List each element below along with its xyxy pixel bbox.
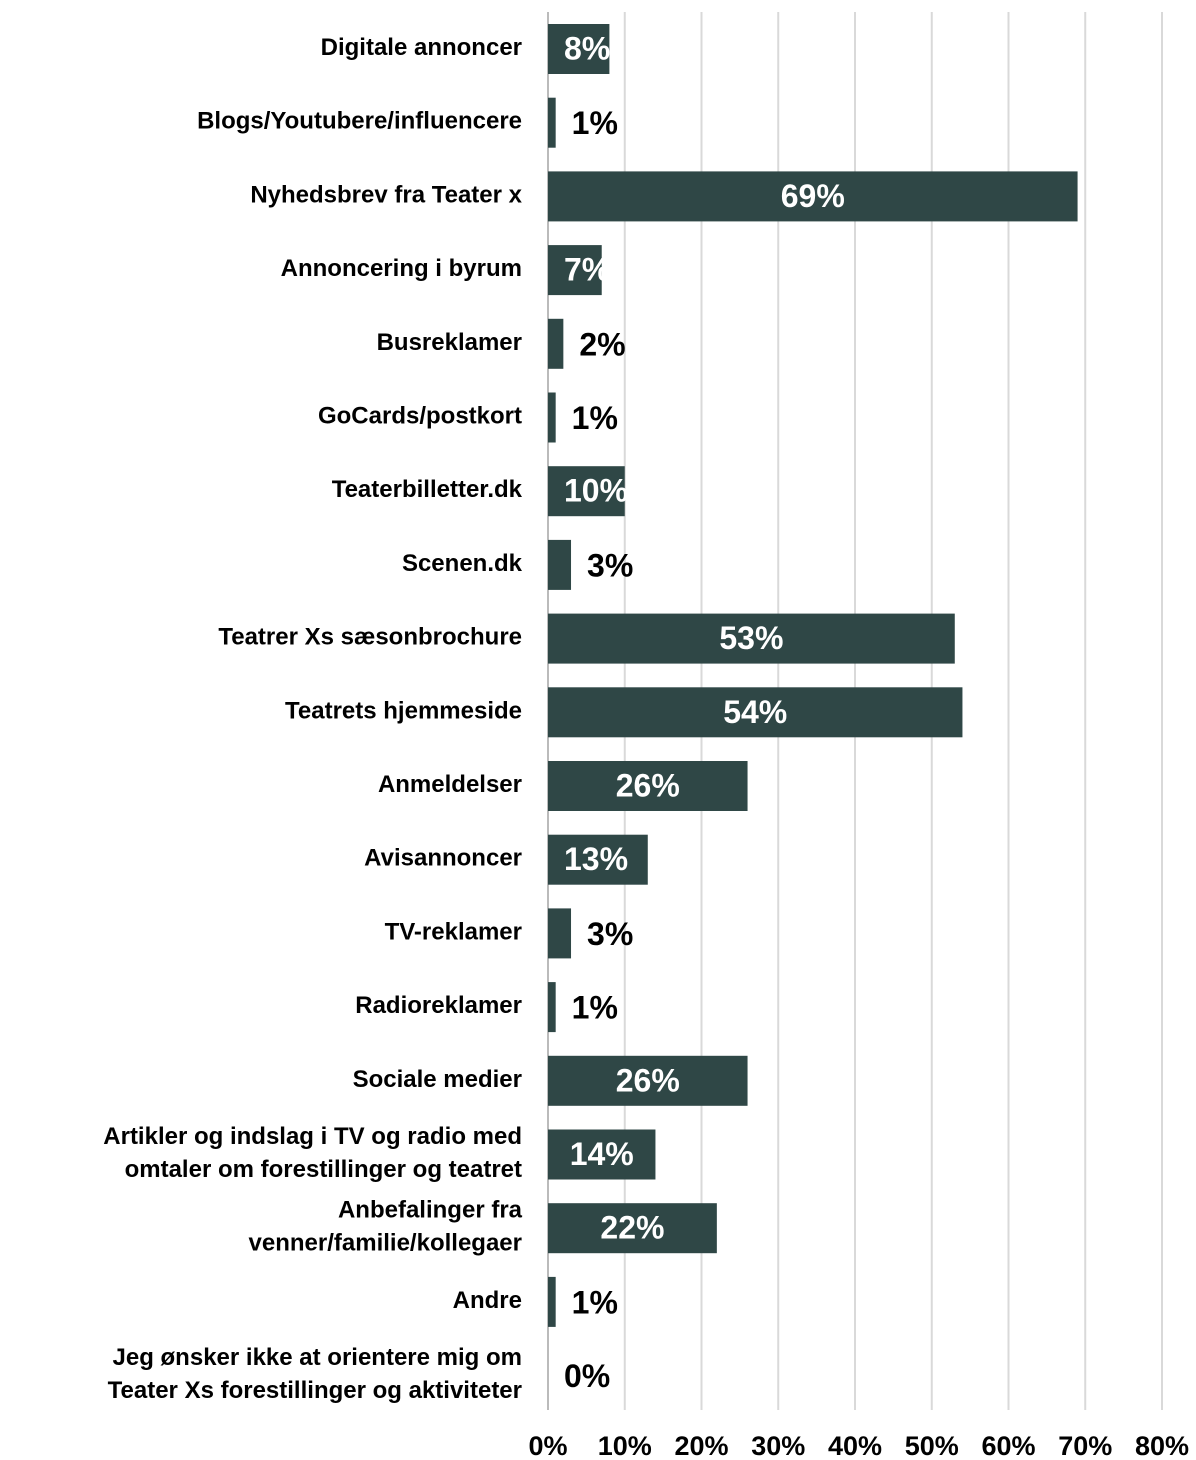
category-label: Teatrets hjemmeside — [285, 698, 522, 725]
bar — [548, 1055, 748, 1106]
value-label: 1% — [572, 990, 618, 1026]
category-label: Jeg ønsker ikke at orientere mig om Teate… — [108, 1344, 522, 1404]
category-label: GoCards/postkort — [318, 403, 522, 430]
x-tick-label: 30% — [751, 1431, 805, 1460]
category-label: TV-reklamer — [385, 919, 522, 946]
bar — [548, 466, 625, 517]
category-label: Artikler og indslag i TV og radio med omt… — [103, 1123, 522, 1183]
value-label: 26% — [616, 767, 680, 803]
x-tick-label: 70% — [1058, 1431, 1112, 1460]
bar — [548, 171, 1078, 222]
category-label: Nyhedsbrev fra Teater x — [250, 182, 522, 209]
category-label: Teaterbilletter.dk — [332, 477, 523, 504]
x-tick-label: 60% — [981, 1431, 1035, 1460]
bar — [548, 539, 572, 590]
category-label: Radioreklamer — [355, 992, 522, 1019]
category-label: Sociale medier — [353, 1066, 522, 1093]
category-label: Digitale annoncer — [321, 34, 522, 61]
value-label: 10% — [564, 473, 628, 509]
bar — [548, 1276, 556, 1327]
category-label: Busreklamer — [377, 329, 522, 356]
bar — [548, 687, 963, 738]
bar — [548, 834, 648, 885]
x-tick-label: 0% — [528, 1431, 567, 1460]
value-label: 54% — [723, 694, 787, 730]
value-label: 14% — [570, 1136, 634, 1172]
category-label: Anbefalinger fra venner/familie/kollegaer — [249, 1197, 523, 1257]
bar — [548, 318, 564, 369]
x-tick-label: 40% — [828, 1431, 882, 1460]
bar — [548, 245, 602, 296]
bar — [548, 24, 610, 74]
category-label: Avisannoncer — [364, 845, 522, 872]
bar — [548, 97, 556, 148]
category-label: Scenen.dk — [402, 550, 523, 577]
x-tick-label: 50% — [905, 1431, 959, 1460]
value-label: 1% — [572, 1284, 618, 1320]
category-label: Teatrer Xs sæsonbrochure — [218, 624, 522, 651]
value-label: 1% — [572, 400, 618, 436]
value-label: 7% — [564, 252, 610, 288]
bar — [548, 761, 748, 811]
value-label: 1% — [572, 105, 618, 141]
category-label: Blogs/Youtubere/influencere — [197, 108, 522, 135]
value-label: 26% — [616, 1062, 680, 1098]
value-label: 69% — [781, 178, 845, 214]
category-label: Annoncering i byrum — [281, 255, 522, 282]
value-label: 2% — [579, 326, 625, 362]
category-label: Andre — [453, 1287, 522, 1314]
bar — [548, 613, 955, 664]
bar — [548, 982, 556, 1033]
category-label: Anmeldelser — [378, 771, 522, 798]
value-label: 8% — [564, 30, 610, 66]
x-tick-label: 80% — [1135, 1431, 1189, 1460]
value-label: 3% — [587, 916, 633, 952]
bar — [548, 908, 572, 959]
value-label: 13% — [564, 841, 628, 877]
value-label: 3% — [587, 547, 633, 583]
value-label: 0% — [564, 1358, 610, 1394]
bar — [548, 1129, 656, 1180]
bar — [548, 392, 556, 443]
value-label: 53% — [719, 620, 783, 656]
value-label: 22% — [600, 1210, 664, 1246]
x-tick-label: 10% — [598, 1431, 652, 1460]
x-tick-label: 20% — [674, 1431, 728, 1460]
bar — [548, 1203, 717, 1254]
